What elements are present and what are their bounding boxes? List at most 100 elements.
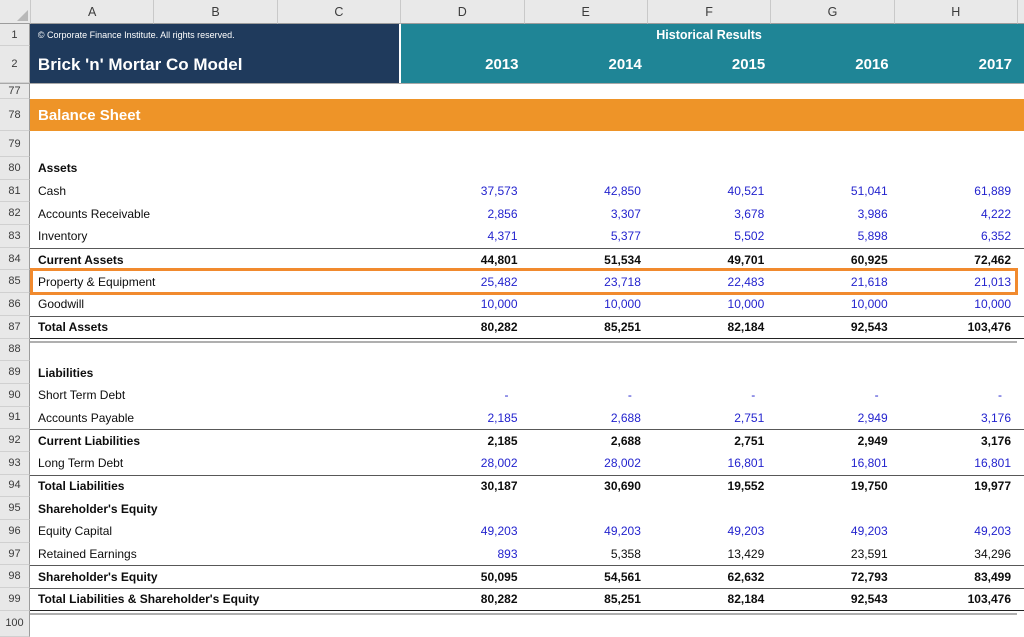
value-cell[interactable]: 103,476 — [893, 315, 1017, 339]
row-header-92[interactable]: 92 — [0, 429, 30, 452]
value-cell[interactable] — [524, 497, 647, 520]
value-cell[interactable]: 10,000 — [850, 297, 888, 312]
row-label[interactable]: Accounts Receivable — [38, 206, 151, 221]
row-label[interactable]: Retained Earnings — [38, 547, 137, 562]
value-cell[interactable] — [524, 611, 647, 637]
value-cell[interactable] — [647, 157, 770, 180]
value-cell[interactable]: 51,534 — [523, 247, 647, 271]
row-header-100[interactable]: 100 — [0, 610, 30, 637]
row-header-90[interactable]: 90 — [0, 383, 30, 407]
year-2013[interactable]: 2013 — [485, 56, 519, 73]
value-cell[interactable]: 13,429 — [727, 547, 765, 562]
value-cell[interactable]: 22,483 — [727, 274, 765, 289]
value-cell[interactable]: 16,801 — [850, 456, 888, 471]
value-cell[interactable] — [770, 84, 893, 99]
value-cell[interactable]: 85,251 — [523, 315, 647, 339]
select-all-corner[interactable] — [0, 0, 30, 24]
row-header-79[interactable]: 79 — [0, 131, 30, 157]
row-label[interactable]: Current Liabilities — [30, 429, 401, 452]
value-cell[interactable]: 2,751 — [646, 429, 771, 452]
value-cell[interactable]: 62,632 — [646, 565, 771, 588]
value-cell[interactable]: 2,688 — [610, 410, 641, 425]
value-cell[interactable]: 40,521 — [727, 184, 765, 199]
value-cell[interactable]: - — [751, 388, 756, 403]
value-cell[interactable]: 72,462 — [893, 247, 1017, 271]
value-cell[interactable]: 6,352 — [980, 229, 1011, 244]
row-header-87[interactable]: 87 — [0, 315, 30, 339]
value-cell[interactable] — [770, 361, 893, 384]
value-cell[interactable] — [524, 131, 647, 157]
value-cell[interactable]: - — [874, 388, 879, 403]
value-cell[interactable]: 80,282 — [400, 315, 524, 339]
value-cell[interactable]: 19,750 — [770, 474, 894, 498]
value-cell[interactable]: 3,678 — [734, 206, 765, 221]
value-cell[interactable]: 49,203 — [604, 524, 641, 539]
row-header-84[interactable]: 84 — [0, 247, 30, 271]
year-2014[interactable]: 2014 — [608, 56, 642, 73]
row-header-80[interactable]: 80 — [0, 157, 30, 180]
row-header-95[interactable]: 95 — [0, 497, 30, 520]
value-cell[interactable]: 72,793 — [770, 565, 894, 588]
column-header-d[interactable]: D — [400, 0, 524, 24]
value-cell[interactable] — [400, 497, 523, 520]
value-cell[interactable]: 28,002 — [480, 456, 518, 471]
row-header-91[interactable]: 91 — [0, 406, 30, 430]
value-cell[interactable]: - — [998, 388, 1002, 403]
value-cell[interactable]: - — [504, 388, 509, 403]
value-cell[interactable]: 3,307 — [610, 206, 641, 221]
row-label[interactable]: Current Assets — [30, 247, 401, 271]
column-header-e[interactable]: E — [523, 0, 647, 24]
value-cell[interactable]: 23,591 — [850, 547, 888, 562]
value-cell[interactable]: 23,718 — [604, 274, 641, 289]
value-cell[interactable]: - — [627, 388, 632, 403]
row-header-86[interactable]: 86 — [0, 293, 30, 316]
value-cell[interactable]: 54,561 — [523, 565, 647, 588]
value-cell[interactable]: 2,949 — [770, 429, 894, 452]
value-cell[interactable]: 5,898 — [857, 229, 888, 244]
row-label[interactable] — [30, 611, 400, 637]
value-cell[interactable]: 82,184 — [646, 315, 771, 339]
value-cell[interactable] — [524, 361, 647, 384]
value-cell[interactable]: 5,377 — [610, 229, 641, 244]
row-header-88[interactable]: 88 — [0, 338, 30, 362]
value-cell[interactable] — [894, 339, 1017, 362]
row-label[interactable]: Accounts Payable — [38, 410, 135, 425]
row-header-2[interactable]: 2 — [0, 46, 30, 83]
row-header-94[interactable]: 94 — [0, 474, 30, 498]
value-cell[interactable]: 2,185 — [487, 410, 518, 425]
row-label[interactable]: Shareholder's Equity — [30, 565, 401, 588]
value-cell[interactable] — [647, 339, 770, 362]
column-header-b[interactable]: B — [153, 0, 277, 24]
row-header-78[interactable]: 78 — [0, 99, 30, 131]
value-cell[interactable]: 5,502 — [734, 229, 765, 244]
row-label[interactable]: Inventory — [38, 229, 88, 244]
row-header-99[interactable]: 99 — [0, 588, 30, 611]
value-cell[interactable]: 3,986 — [857, 206, 888, 221]
value-cell[interactable] — [647, 84, 770, 99]
section-title-cell[interactable]: Balance Sheet — [30, 99, 1024, 131]
value-cell[interactable]: 103,476 — [893, 588, 1017, 611]
value-cell[interactable] — [524, 157, 647, 180]
value-cell[interactable]: 5,358 — [610, 547, 641, 562]
row-label[interactable]: Equity Capital — [38, 524, 113, 539]
value-cell[interactable] — [400, 157, 523, 180]
value-cell[interactable]: 4,371 — [487, 229, 518, 244]
column-header-g[interactable]: G — [770, 0, 894, 24]
historical-results-cell[interactable]: Historical Results 2013 2014 2015 2016 2… — [399, 24, 1024, 83]
value-cell[interactable]: 10,000 — [604, 297, 641, 312]
value-cell[interactable] — [524, 339, 647, 362]
value-cell[interactable]: 10,000 — [974, 297, 1011, 312]
value-cell[interactable] — [400, 611, 523, 637]
value-cell[interactable]: 92,543 — [770, 588, 894, 611]
value-cell[interactable]: 2,688 — [523, 429, 647, 452]
value-cell[interactable] — [894, 131, 1017, 157]
value-cell[interactable]: 49,701 — [646, 247, 771, 271]
row-label[interactable] — [30, 131, 400, 157]
row-header-98[interactable]: 98 — [0, 565, 30, 589]
value-cell[interactable]: 16,801 — [974, 456, 1011, 471]
value-cell[interactable] — [400, 339, 523, 362]
value-cell[interactable]: 85,251 — [523, 588, 647, 611]
column-header-f[interactable]: F — [646, 0, 771, 24]
value-cell[interactable] — [400, 361, 523, 384]
value-cell[interactable] — [770, 157, 893, 180]
